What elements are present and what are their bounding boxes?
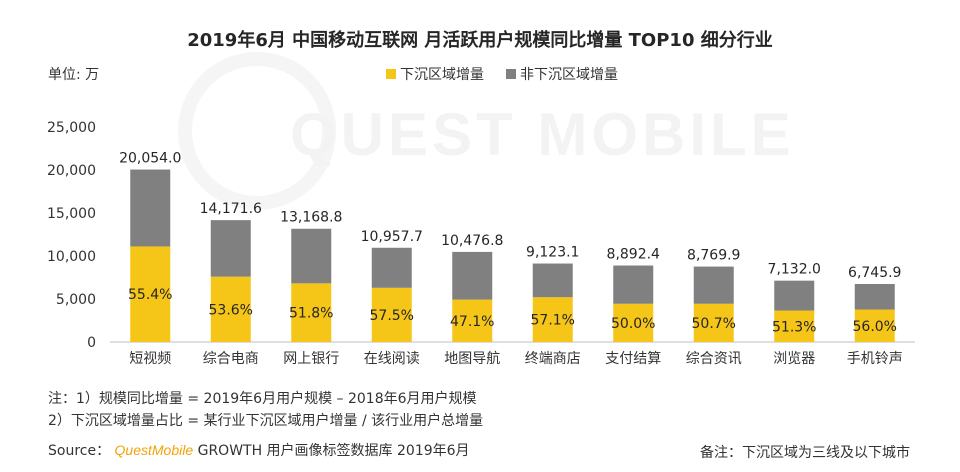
bar-share-label: 55.4% [128, 287, 172, 303]
bar-chart: 25,000 20,000 15,000 10,000 5,000 0 20,054.0 55… [47, 120, 915, 367]
x-category-label: 综合电商 [203, 351, 259, 367]
bar-share-label: 47.1% [450, 314, 494, 330]
x-category-label: 在线阅读 [364, 350, 420, 367]
legend-label-non-sinking: 非下沉区域增量 [520, 67, 618, 83]
x-category-label: 网上银行 [283, 351, 339, 367]
bar-total-label: 7,132.0 [768, 262, 821, 278]
legend-label-sinking: 下沉区域增量 [400, 67, 484, 83]
bar-total-label: 9,123.1 [526, 245, 579, 261]
bar-sinking [452, 299, 493, 342]
legend-item-sinking: 下沉区域增量 [386, 64, 484, 84]
bar-non-sinking [613, 265, 654, 304]
legend: 下沉区域增量 非下沉区域增量 [386, 64, 618, 84]
bar-non-sinking [130, 169, 171, 247]
source-brand: QuestMobile [114, 442, 194, 458]
source-suffix: GROWTH 用户画像标签数据库 2019年6月 [197, 443, 470, 459]
y-tick-label: 10,000 [47, 249, 96, 265]
bar-sinking [774, 310, 815, 342]
x-category-label: 支付结算 [605, 351, 661, 367]
y-tick-label: 5,000 [56, 292, 96, 308]
bar-non-sinking [532, 263, 573, 298]
bar-total-label: 10,957.7 [361, 229, 423, 245]
bar-non-sinking [854, 283, 895, 310]
bar-sinking [532, 297, 573, 342]
x-category-label: 综合资讯 [686, 351, 742, 367]
note-line-1: 注：1）规模同比增量 = 2019年6月用户规模 – 2018年6月用户规模 [48, 391, 477, 407]
bar-share-label: 57.1% [531, 313, 575, 329]
chart-title: 2019年6月 中国移动互联网 月活跃用户规模同比增量 TOP10 细分行业 [187, 30, 773, 51]
bar-total-label: 10,476.8 [441, 233, 503, 249]
x-category-label: 终端商店 [525, 351, 581, 367]
remark: 备注：下沉区域为三线及以下城市 [700, 445, 910, 461]
source-prefix: Source： [48, 443, 111, 459]
watermark-text: QUEST MOBILE [290, 101, 795, 168]
bar-total-label: 14,171.6 [200, 201, 262, 217]
bar-total-label: 13,168.8 [280, 210, 342, 226]
bar-non-sinking [371, 247, 412, 288]
bar-total-label: 20,054.0 [119, 151, 181, 167]
bar-non-sinking [452, 251, 493, 300]
bar-share-label: 51.3% [772, 319, 816, 335]
source-line: Source： QuestMobile GROWTH 用户画像标签数据库 201… [48, 440, 470, 460]
y-tick-label: 25,000 [47, 120, 96, 136]
bar-sinking [130, 246, 171, 342]
bar-sinking [854, 309, 895, 342]
legend-swatch-non-sinking [506, 69, 516, 79]
legend-swatch-sinking [386, 69, 396, 79]
bar-share-label: 53.6% [209, 302, 253, 318]
bar-sinking [693, 303, 734, 342]
x-category-label: 手机铃声 [847, 351, 903, 367]
bar-sinking [613, 303, 654, 342]
y-tick-label: 0 [87, 335, 96, 351]
x-category-label: 短视频 [129, 351, 171, 367]
bar-non-sinking [774, 280, 815, 311]
bar-sinking [291, 283, 332, 342]
bar-non-sinking [210, 220, 251, 277]
unit-label: 单位: 万 [48, 67, 100, 83]
x-category-label: 浏览器 [773, 351, 815, 367]
bar-share-label: 56.0% [853, 319, 897, 335]
bar-non-sinking [693, 266, 734, 304]
bar-non-sinking [291, 228, 332, 284]
note-line-2: 2）下沉区域增量占比 = 某行业下沉区域用户增量 / 该行业用户总增量 [48, 413, 484, 429]
bar-share-label: 57.5% [370, 308, 414, 324]
bar-total-label: 8,892.4 [607, 247, 661, 263]
bar-total-label: 6,745.9 [848, 265, 901, 281]
bar-total-label: 8,769.9 [687, 248, 740, 264]
bar-sinking [371, 287, 412, 342]
notes: 注：1）规模同比增量 = 2019年6月用户规模 – 2018年6月用户规模 2… [48, 388, 483, 432]
y-tick-label: 20,000 [47, 163, 96, 179]
bar-share-label: 50.7% [692, 316, 736, 332]
bar-share-label: 50.0% [611, 316, 655, 332]
legend-item-non-sinking: 非下沉区域增量 [506, 64, 618, 84]
bar-sinking [210, 276, 251, 342]
bar-share-label: 51.8% [289, 306, 333, 322]
x-category-label: 地图导航 [444, 351, 500, 367]
y-tick-label: 15,000 [47, 206, 96, 222]
